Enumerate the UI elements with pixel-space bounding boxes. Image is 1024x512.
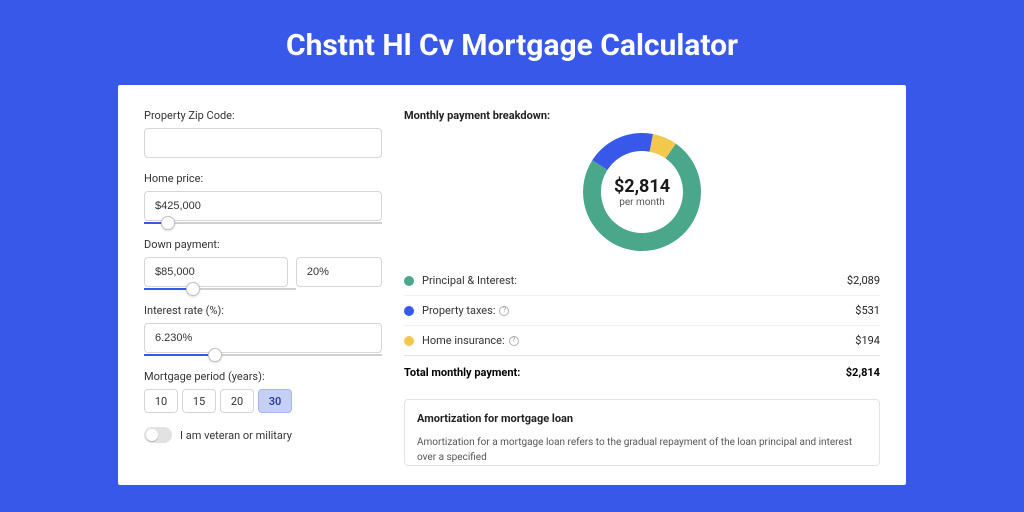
total-row: Total monthly payment: $2,814 [404, 356, 880, 395]
donut-chart: $2,814 per month [582, 132, 702, 252]
legend-row: Home insurance:?$194 [404, 326, 880, 356]
period-option-20[interactable]: 20 [220, 389, 254, 413]
home-price-input[interactable] [144, 191, 382, 221]
legend-row: Property taxes:?$531 [404, 296, 880, 326]
down-payment-percent-input[interactable] [296, 257, 382, 287]
home-price-group: Home price: [144, 172, 382, 224]
amortization-box: Amortization for mortgage loan Amortizat… [404, 399, 880, 466]
period-option-30[interactable]: 30 [258, 389, 292, 413]
interest-rate-label: Interest rate (%): [144, 304, 382, 317]
down-payment-amount-input[interactable] [144, 257, 288, 287]
veteran-toggle[interactable] [144, 427, 172, 443]
down-payment-label: Down payment: [144, 238, 382, 251]
mortgage-period-group: Mortgage period (years): 10152030 [144, 370, 382, 413]
interest-rate-group: Interest rate (%): [144, 304, 382, 356]
info-icon[interactable]: ? [499, 306, 509, 316]
legend-label: Home insurance:? [422, 334, 855, 347]
total-label: Total monthly payment: [404, 366, 846, 379]
veteran-toggle-row: I am veteran or military [144, 427, 382, 443]
calculator-card: Property Zip Code: Home price: Down paym… [118, 85, 906, 485]
breakdown-column: Monthly payment breakdown: $2,814 per mo… [404, 109, 880, 461]
slider-thumb[interactable] [208, 348, 222, 362]
total-value: $2,814 [846, 366, 880, 379]
legend-label: Principal & Interest: [422, 274, 847, 287]
amortization-text: Amortization for a mortgage loan refers … [417, 435, 867, 465]
zip-input[interactable] [144, 128, 382, 158]
donut-center: $2,814 per month [582, 132, 702, 252]
form-column: Property Zip Code: Home price: Down paym… [144, 109, 382, 461]
legend-dot [404, 336, 414, 346]
legend-row: Principal & Interest:$2,089 [404, 266, 880, 296]
interest-rate-slider[interactable] [144, 354, 382, 356]
donut-amount: $2,814 [614, 176, 670, 197]
interest-rate-input[interactable] [144, 323, 382, 353]
period-option-15[interactable]: 15 [182, 389, 216, 413]
mortgage-period-label: Mortgage period (years): [144, 370, 382, 383]
legend-dot [404, 276, 414, 286]
home-price-label: Home price: [144, 172, 382, 185]
down-payment-group: Down payment: [144, 238, 382, 290]
amortization-title: Amortization for mortgage loan [417, 412, 867, 425]
page-title: Chstnt Hl Cv Mortgage Calculator [0, 0, 1024, 85]
slider-thumb[interactable] [186, 282, 200, 296]
donut-sub: per month [619, 197, 665, 208]
legend-value: $531 [855, 304, 880, 317]
breakdown-title: Monthly payment breakdown: [404, 109, 880, 122]
zip-label: Property Zip Code: [144, 109, 382, 122]
down-payment-slider[interactable] [144, 288, 296, 290]
zip-field-group: Property Zip Code: [144, 109, 382, 158]
home-price-slider[interactable] [144, 222, 382, 224]
info-icon[interactable]: ? [509, 336, 519, 346]
veteran-label: I am veteran or military [180, 429, 292, 442]
legend-value: $2,089 [847, 274, 880, 287]
slider-thumb[interactable] [161, 216, 175, 230]
legend-label: Property taxes:? [422, 304, 855, 317]
donut-chart-wrap: $2,814 per month [404, 132, 880, 252]
legend-value: $194 [855, 334, 880, 347]
period-option-10[interactable]: 10 [144, 389, 178, 413]
legend-dot [404, 306, 414, 316]
